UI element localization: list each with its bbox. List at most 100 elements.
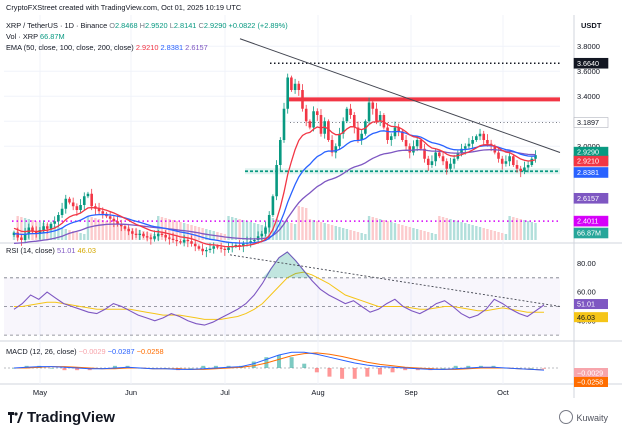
- volume-bar: [60, 228, 64, 240]
- rsi-header[interactable]: RSI (14, close) 51.01 46.03: [6, 246, 96, 255]
- candle-body: [371, 102, 375, 109]
- volume-bar: [371, 217, 374, 240]
- low-value: 2.8141: [173, 21, 197, 30]
- price-tag-label: 2.9210: [577, 157, 599, 166]
- candle-body: [408, 146, 412, 153]
- candle-body: [160, 233, 164, 235]
- volume-bar: [108, 222, 112, 240]
- macd-hist-bar: [466, 365, 471, 368]
- candle-body: [82, 196, 86, 205]
- currency-label: USDT: [581, 21, 602, 30]
- candle-body: [304, 108, 308, 122]
- volume-bar: [49, 225, 53, 240]
- candle-body: [345, 108, 349, 122]
- volume-bar: [297, 206, 300, 240]
- volume-bar: [330, 225, 334, 240]
- brand-label: TradingView: [27, 409, 116, 426]
- tradingview-logo[interactable]: TradingView: [8, 409, 115, 426]
- volume-bar: [375, 218, 378, 240]
- price-tag: 66.87M: [573, 227, 609, 239]
- candle-body: [271, 196, 275, 215]
- candle-body: [523, 167, 526, 172]
- rsi-pane: [4, 251, 561, 336]
- x-tick-label: Jun: [125, 388, 137, 397]
- symbol-header[interactable]: XRP / TetherUS · 1D · Binance O2.8468 H2…: [6, 21, 288, 30]
- candle-body: [68, 198, 71, 203]
- macd-pane: [4, 351, 560, 379]
- resistance-band: [288, 97, 560, 102]
- price-tag-label: 2.4011: [577, 217, 598, 226]
- candle-body: [430, 161, 434, 165]
- candle-body: [290, 77, 293, 90]
- candle-body: [486, 140, 489, 144]
- rsi-label: RSI (14, close): [6, 246, 55, 255]
- price-tag-box: [573, 167, 609, 178]
- volume-bar: [493, 231, 497, 240]
- volume-bar: [234, 218, 238, 240]
- volume-bar: [194, 226, 197, 240]
- volume-bar: [279, 220, 282, 240]
- volume-bar: [430, 233, 434, 240]
- volume-bar: [68, 230, 71, 240]
- candle-body: [467, 143, 471, 147]
- ema-header[interactable]: EMA (50, close, 100, close, 200, close) …: [6, 43, 208, 52]
- volume-bar: [445, 218, 448, 240]
- candle-body: [460, 148, 463, 153]
- volume-bar: [408, 227, 411, 240]
- volume-bar: [401, 225, 404, 240]
- volume-bar: [449, 219, 452, 240]
- candle-body: [352, 115, 356, 128]
- volume-bar: [53, 226, 56, 240]
- volume-bar: [112, 223, 116, 240]
- candle-body: [23, 233, 27, 240]
- volume-bar: [316, 221, 319, 240]
- candle-body: [367, 102, 371, 122]
- candle-body: [319, 115, 323, 134]
- price-tag-box: [573, 155, 609, 167]
- macd-hist-bar: [75, 368, 80, 371]
- candle-body: [515, 165, 519, 169]
- candle-body: [145, 236, 149, 238]
- macd-value-tag: [574, 377, 608, 387]
- candle-body: [186, 240, 190, 242]
- candle-body: [223, 248, 227, 250]
- candle-body: [463, 146, 467, 149]
- candle-body: [449, 163, 452, 169]
- candle-body: [526, 165, 530, 168]
- candle-body: [216, 246, 219, 248]
- price-tag: 3.6640: [573, 57, 609, 69]
- y-tick-label: 3.6000: [577, 67, 600, 76]
- candle-body: [119, 223, 123, 227]
- ema50-line: [13, 120, 536, 248]
- macd-hist-bar: [340, 368, 345, 379]
- volume-bar: [456, 221, 460, 240]
- macd-hist-bar: [529, 368, 534, 369]
- macd-hist-bar: [314, 368, 319, 373]
- candle-body: [312, 111, 315, 128]
- candle-body: [267, 215, 271, 228]
- volume-bar: [253, 223, 256, 240]
- volume-bar: [404, 226, 408, 240]
- macd-header[interactable]: MACD (12, 26, close) −0.0029 −0.0287 −0.…: [6, 347, 164, 356]
- macd-value: −0.0287: [107, 347, 135, 356]
- rsi-value: 51.01: [56, 246, 76, 255]
- candle-body: [31, 227, 34, 232]
- macd-hist-bar: [390, 368, 395, 373]
- volume-bar: [478, 227, 482, 240]
- candle-body: [153, 236, 156, 239]
- ema50-value: 2.9210: [135, 43, 159, 52]
- candle-body: [426, 158, 430, 165]
- volume-header[interactable]: Vol · XRP 66.87M: [6, 32, 65, 41]
- volume-bar: [452, 220, 456, 240]
- candle-body: [378, 115, 382, 122]
- candle-body: [253, 240, 256, 242]
- candle-body: [389, 136, 393, 140]
- macd-label: MACD (12, 26, close): [6, 347, 77, 356]
- ema100-line: [13, 130, 536, 244]
- candle-body: [90, 193, 93, 207]
- candle-body: [116, 221, 119, 224]
- macd-hist-bar: [289, 357, 294, 368]
- volume-bar: [57, 227, 60, 240]
- volume-bar: [523, 220, 526, 240]
